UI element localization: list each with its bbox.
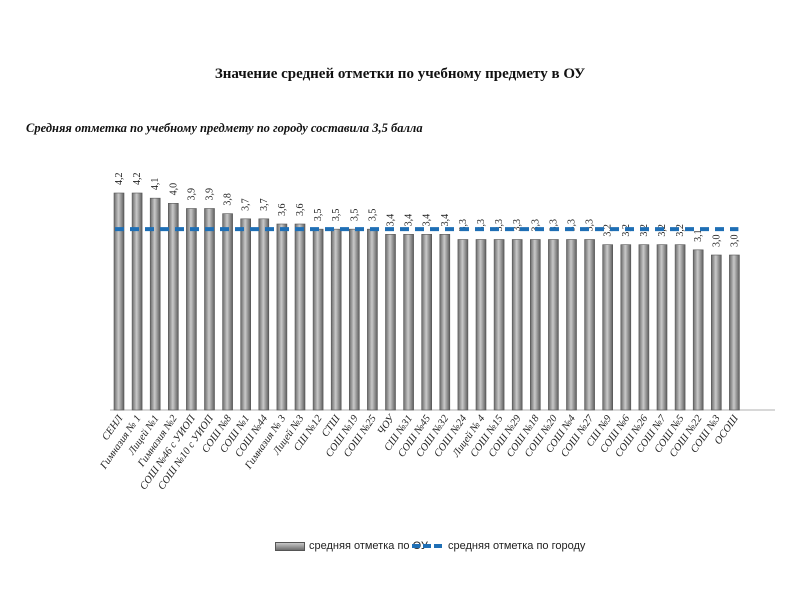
bar-value-label: 3,3 [512, 219, 523, 232]
bar [729, 254, 740, 411]
bar-value-label: 3,0 [711, 235, 722, 248]
bar [529, 239, 541, 411]
bar [656, 244, 668, 411]
bar [475, 239, 487, 411]
bar [421, 234, 433, 411]
bar-value-label: 4,0 [168, 183, 179, 196]
bar-value-label: 3,5 [331, 209, 342, 222]
legend-bar-label: средняя отметка по ОУ [309, 540, 428, 552]
bar [638, 244, 650, 411]
bar-value-label: 3,3 [548, 219, 559, 232]
legend-item-bar: средняя отметка по ОУ [275, 540, 428, 552]
bar-value-label: 3,3 [530, 219, 541, 232]
legend-item-line: средняя отметка по городу [412, 540, 585, 552]
bar-value-label: 3,5 [313, 209, 324, 222]
bar-value-label: 3,6 [295, 204, 306, 217]
bar-value-label: 3,4 [386, 214, 397, 227]
bar [620, 244, 632, 411]
bar [240, 218, 251, 411]
bar-value-label: 4,2 [114, 173, 125, 186]
bar [548, 239, 559, 411]
bar [186, 208, 197, 411]
bar [710, 254, 722, 411]
legend-bar-swatch [275, 541, 305, 551]
bar-value-label: 3,4 [422, 214, 433, 227]
bar [294, 223, 306, 411]
bar-value-label: 3,9 [205, 188, 216, 201]
bar-value-label: 3,3 [585, 219, 596, 232]
bar-value-label: 3,3 [458, 219, 469, 232]
bar [566, 239, 577, 411]
bar-value-label: 3,2 [603, 224, 614, 237]
bar [403, 234, 414, 411]
bar [602, 244, 614, 411]
bar-value-label: 3,5 [349, 209, 360, 222]
bar-value-label: 3,4 [404, 214, 415, 227]
legend-line-swatch [412, 544, 442, 548]
bar-value-label: 3,7 [241, 198, 252, 211]
bar-value-label: 3,9 [186, 188, 197, 201]
bar-value-label: 3,3 [494, 219, 505, 231]
bar [385, 234, 396, 411]
bar-value-label: 3,0 [729, 235, 740, 248]
bar [113, 192, 125, 411]
bar-value-label: 3,4 [440, 214, 451, 227]
bar [493, 239, 505, 411]
bar [348, 228, 360, 411]
bar [149, 197, 161, 411]
bar-value-label: 3,5 [367, 209, 378, 222]
chart-subtitle: Средняя отметка по учебному предмету по … [26, 121, 423, 135]
bar-value-label: 4,2 [132, 173, 143, 186]
bar [367, 228, 378, 411]
bar [457, 239, 469, 411]
bar [168, 203, 179, 411]
bar [312, 228, 324, 411]
bar-value-label: 3,2 [675, 224, 686, 237]
bar [330, 228, 342, 411]
chart-title: Значение средней отметки по учебному пре… [214, 66, 586, 82]
bar-value-label: 3,3 [476, 219, 487, 232]
bar-value-label: 3,7 [259, 198, 270, 211]
bar [276, 223, 288, 411]
bar-value-label: 4,1 [150, 178, 161, 191]
bar-value-label: 3,3 [567, 219, 578, 232]
bar [674, 244, 686, 411]
bar [222, 213, 233, 411]
bar-value-label: 3,6 [277, 204, 288, 217]
bar-value-label: 3,1 [693, 229, 704, 242]
bar [258, 218, 270, 411]
bar [131, 192, 143, 411]
bar [439, 234, 451, 411]
legend-line-label: средняя отметка по городу [448, 540, 586, 552]
bar [511, 239, 523, 411]
bar [692, 249, 704, 411]
bar-value-label: 3,8 [223, 193, 234, 206]
bar [584, 239, 595, 411]
bar [204, 208, 215, 411]
